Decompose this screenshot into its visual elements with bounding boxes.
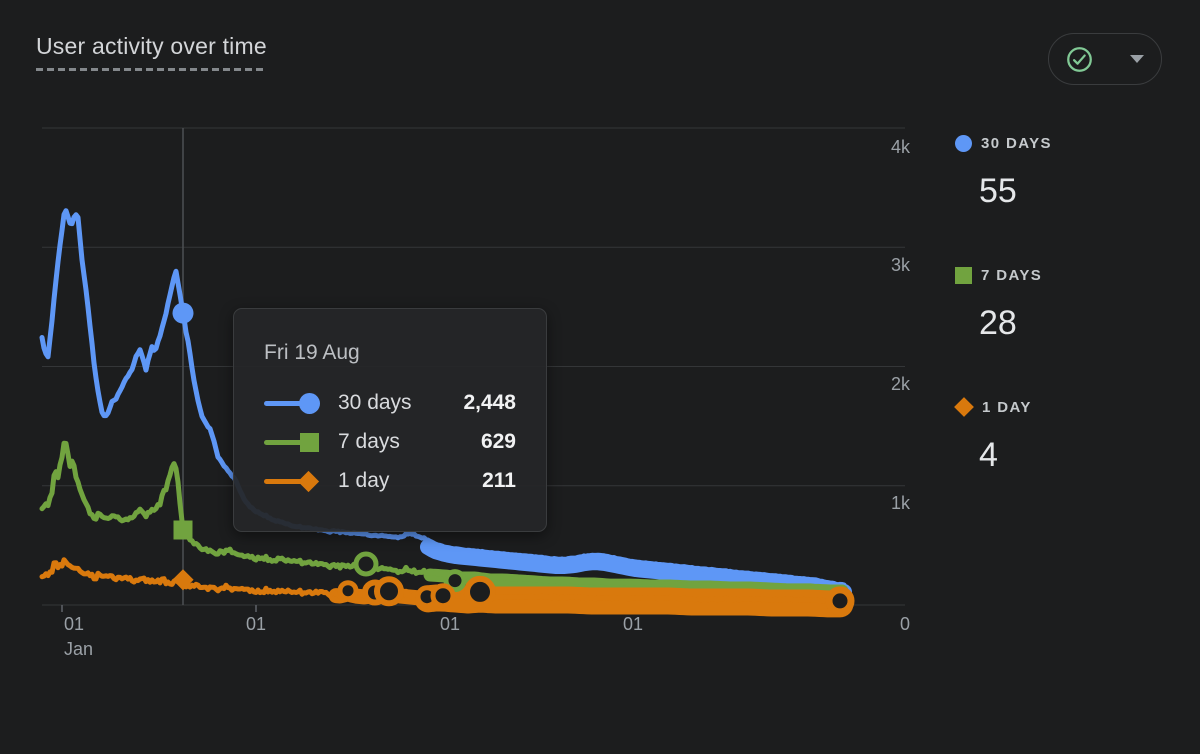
- tooltip-row-1-day: 1 day 211: [264, 467, 516, 494]
- series-glyph-30-days: [264, 391, 320, 415]
- series-glyph-1-day: [264, 469, 320, 493]
- diamond-marker-icon: [297, 470, 320, 492]
- tooltip-date: Fri 19 Aug: [264, 341, 360, 364]
- diamond-marker-icon: [954, 397, 974, 417]
- x-axis-label: 01: [440, 612, 460, 637]
- tooltip-row-7-days: 7 days 629: [264, 428, 516, 455]
- data-point-ring-marker: [374, 576, 404, 607]
- y-axis-label: 0: [899, 614, 910, 634]
- x-axis-label: 01: [623, 612, 643, 637]
- legend-item-7-days: 7 DAYS 28: [955, 264, 1042, 343]
- data-point-ring-marker: [464, 575, 496, 608]
- card-title[interactable]: User activity over time: [36, 33, 267, 71]
- tooltip-row-30-days: 30 days 2,448: [264, 389, 516, 416]
- x-tick-label: 01: [64, 614, 85, 634]
- tooltip-series-label: 30 days: [338, 390, 412, 414]
- series-line-7-days: [39, 440, 847, 593]
- hover-marker-diamond: [172, 569, 194, 591]
- legend-label: 7 DAYS: [981, 266, 1043, 284]
- chart-tooltip: Fri 19 Aug 30 days 2,448 7 days 629 1 da…: [233, 308, 547, 532]
- hover-marker-square: [173, 520, 193, 540]
- x-tick-label: 01: [439, 614, 461, 634]
- y-axis-label: 2k: [890, 374, 910, 394]
- y-axis-label: 4k: [890, 137, 910, 157]
- legend-value: 55: [979, 172, 1017, 210]
- data-point-ring-marker: [430, 583, 456, 609]
- tooltip-series-label: 7 days: [338, 429, 400, 453]
- tooltip-series-value: 629: [480, 429, 516, 453]
- circle-marker-icon: [299, 392, 320, 414]
- tooltip-series-value: 211: [482, 468, 516, 492]
- square-marker-icon: [955, 266, 972, 284]
- chevron-down-icon: [1130, 55, 1144, 63]
- series-glyph-7-days: [264, 430, 320, 454]
- x-axis-label: 01: [246, 612, 266, 637]
- circle-marker-icon: [955, 134, 972, 152]
- check-circle-icon: [1067, 46, 1092, 72]
- square-marker-icon: [300, 432, 319, 452]
- legend-item-30-days: 30 DAYS 55: [955, 132, 1052, 211]
- legend-value: 4: [979, 436, 998, 474]
- series-line-30-days: [39, 208, 847, 588]
- x-tick-sublabel: Jan: [64, 639, 94, 659]
- data-point-ring-marker: [353, 551, 379, 577]
- x-tick-label: 01: [245, 614, 267, 634]
- hover-marker-circle: [172, 302, 194, 324]
- series-band-1-day: [414, 584, 854, 618]
- legend-item-1-day: 1 DAY 4: [954, 396, 1032, 475]
- status-menu-button[interactable]: [1048, 33, 1162, 85]
- y-axis-label: 1k: [890, 493, 910, 513]
- legend-label: 1 DAY: [982, 398, 1032, 416]
- legend-value: 28: [979, 304, 1017, 342]
- tooltip-series-label: 1 day: [338, 468, 390, 492]
- y-axis-label: 3k: [890, 255, 910, 275]
- data-point-ring-marker: [443, 569, 467, 593]
- tooltip-series-value: 2,448: [463, 390, 516, 414]
- x-axis-label: 01 Jan: [64, 612, 93, 662]
- data-point-ring-marker: [337, 580, 359, 602]
- x-tick-label: 01: [622, 614, 644, 634]
- legend-label: 30 DAYS: [981, 134, 1052, 152]
- chart-legend: 30 DAYS 55 7 DAYS 28 1 DAY 4: [954, 0, 1185, 754]
- data-point-ring-marker: [825, 586, 855, 616]
